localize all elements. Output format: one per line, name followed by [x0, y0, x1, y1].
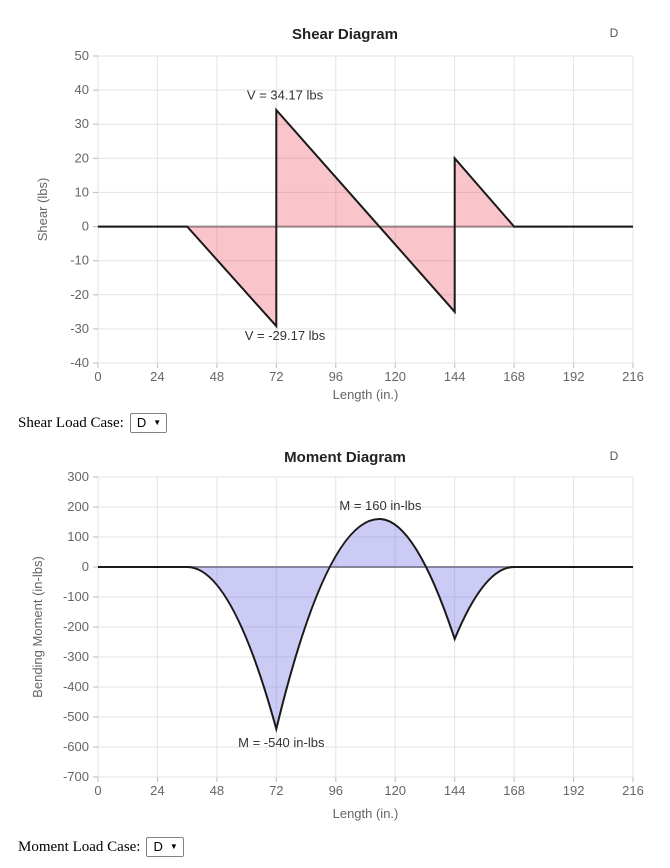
x-tick-label: 192	[563, 369, 585, 384]
annotation: M = 160 in-lbs	[339, 498, 422, 513]
y-tick-label: 50	[75, 48, 89, 63]
y-tick-label: 30	[75, 116, 89, 131]
y-axis-label: Shear (lbs)	[35, 178, 50, 242]
shear-load-case-label: Shear Load Case:	[18, 414, 124, 431]
x-tick-label: 144	[444, 783, 466, 798]
moment-diagram-chart: 0 24 48 72 96 120 144 168 192 216 300 200 100 0 -100 -2…	[30, 449, 644, 821]
y-tick-label: 40	[75, 82, 89, 97]
moment-load-case-value: D	[153, 839, 163, 854]
y-tick-label: -20	[70, 287, 89, 302]
x-tick-label: 48	[210, 369, 224, 384]
y-tick-label: -10	[70, 253, 89, 268]
x-tick-label: 192	[563, 783, 585, 798]
y-axis-label: Bending Moment (in-lbs)	[30, 556, 45, 698]
x-tick-label: 216	[622, 783, 644, 798]
y-tick-label: -500	[63, 709, 89, 724]
shear-load-case-select[interactable]: D ▼	[129, 413, 168, 433]
chart-title: Moment Diagram	[284, 449, 406, 466]
annotation: V = -29.17 lbs	[245, 328, 326, 343]
x-tick-label: 96	[329, 369, 343, 384]
y-tick-label: 200	[67, 499, 89, 514]
chart-title: Shear Diagram	[292, 26, 398, 43]
dropdown-arrow-icon: ▼	[153, 418, 162, 427]
x-tick-label: 24	[150, 369, 164, 384]
x-tick-label: 120	[384, 369, 406, 384]
legend-label: D	[610, 449, 619, 463]
shear-load-case-row: Shear Load Case: D ▼	[18, 412, 670, 434]
y-tick-label: -100	[63, 589, 89, 604]
y-tick-label: -600	[63, 739, 89, 754]
y-tick-label: 0	[82, 559, 89, 574]
series-line	[98, 517, 633, 733]
y-tick-label: -200	[63, 619, 89, 634]
legend-label: D	[610, 26, 619, 40]
series-fill	[98, 519, 633, 729]
y-tick-label: -300	[63, 649, 89, 664]
y-tick-label: 0	[82, 219, 89, 234]
x-tick-label: 24	[150, 783, 164, 798]
x-axis-label: Length (in.)	[333, 806, 399, 821]
grid-and-axes: 0 24 48 72 96 120 144 168 192 216 50 40 30 20 10 0 -10 -2…	[70, 48, 644, 384]
x-tick-label: 0	[94, 783, 101, 798]
x-axis-label: Length (in.)	[333, 387, 399, 402]
x-tick-label: 96	[329, 783, 343, 798]
shear-load-case-value: D	[136, 415, 147, 430]
x-tick-label: 72	[269, 369, 283, 384]
y-tick-label: 300	[67, 469, 89, 484]
x-tick-label: 48	[210, 783, 224, 798]
moment-load-case-row: Moment Load Case: D ▼	[18, 836, 670, 858]
x-tick-label: 120	[384, 783, 406, 798]
x-tick-label: 168	[503, 369, 525, 384]
y-tick-label: -700	[63, 769, 89, 784]
y-tick-label: 10	[75, 184, 89, 199]
annotation: M = -540 in-lbs	[238, 735, 325, 750]
dropdown-arrow-icon: ▼	[169, 842, 178, 851]
y-tick-label: -30	[70, 321, 89, 336]
y-tick-label: -40	[70, 355, 89, 370]
shear-diagram-chart: 0 24 48 72 96 120 144 168 192 216 50 40 30 20 10 0 -10 -2…	[35, 26, 644, 402]
x-tick-label: 168	[503, 783, 525, 798]
moment-load-case-label: Moment Load Case:	[18, 838, 141, 855]
x-tick-label: 216	[622, 369, 644, 384]
x-tick-label: 0	[94, 369, 101, 384]
series-fill	[98, 110, 633, 327]
series-line	[98, 107, 633, 329]
moment-load-case-select[interactable]: D ▼	[146, 837, 184, 857]
x-tick-label: 144	[444, 369, 466, 384]
y-tick-label: 100	[67, 529, 89, 544]
annotation: V = 34.17 lbs	[247, 88, 324, 103]
y-tick-label: 20	[75, 150, 89, 165]
grid-and-axes: 0 24 48 72 96 120 144 168 192 216 300 200 100 0 -100 -2…	[63, 469, 644, 798]
y-tick-label: -400	[63, 679, 89, 694]
x-tick-label: 72	[269, 783, 283, 798]
